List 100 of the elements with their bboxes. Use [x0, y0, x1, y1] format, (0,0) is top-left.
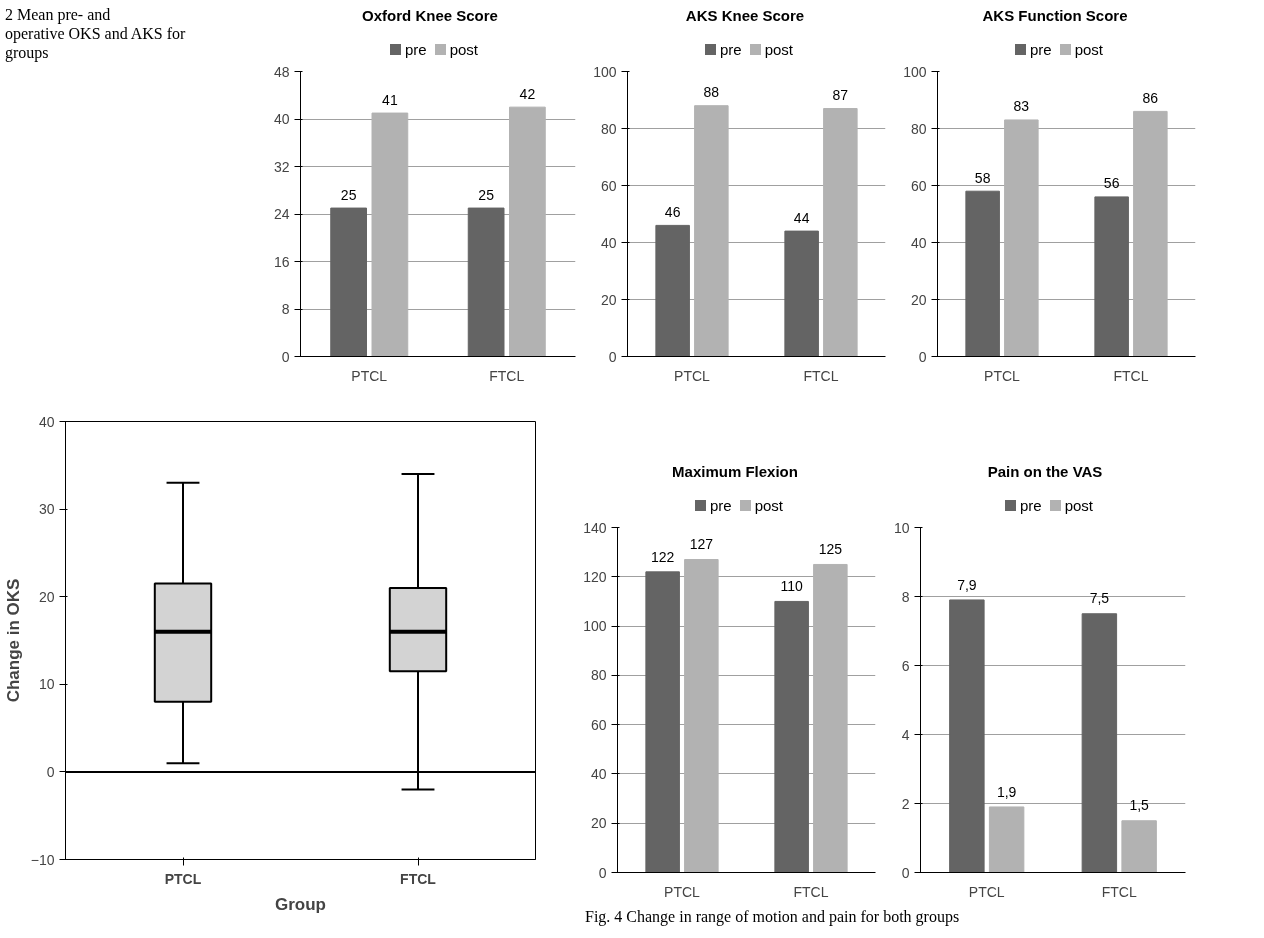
x-tick-label: PTCL	[984, 367, 1021, 384]
y-tick-label: 20	[38, 588, 55, 605]
y-tick-label: 0	[46, 763, 55, 780]
data-label: 42	[519, 85, 536, 102]
y-tick-label: 0	[281, 348, 290, 365]
chart-title: AKS Knee Score	[685, 6, 805, 26]
y-tick-label: 30	[38, 501, 55, 518]
bar	[813, 563, 848, 873]
y-tick-label: 120	[583, 568, 607, 585]
bar	[988, 806, 1025, 873]
bar	[823, 108, 858, 357]
data-label: 41	[382, 91, 398, 108]
bar	[1004, 119, 1039, 357]
bar	[684, 559, 719, 873]
y-tick-label: 80	[590, 667, 607, 684]
bar	[645, 571, 680, 873]
y-tick-label: 20	[910, 291, 927, 308]
data-label: 44	[793, 209, 810, 226]
data-label: 25	[478, 186, 495, 203]
data-label: 88	[703, 84, 720, 101]
bar	[784, 230, 819, 357]
y-tick-label: 4	[901, 726, 910, 743]
chart-title: Pain on the VAS	[987, 462, 1103, 482]
legend-label: pre	[404, 41, 427, 58]
bar	[1081, 613, 1118, 873]
y-tick-label: 0	[901, 864, 910, 881]
chart-title: Maximum Flexion	[672, 462, 798, 482]
x-tick-label: FTCL	[489, 367, 525, 384]
y-tick-label: 24	[273, 206, 290, 222]
y-tick-label: 6	[901, 657, 910, 674]
legend-label: pre	[719, 41, 742, 58]
y-tick-label: 140	[583, 519, 607, 536]
data-label: 56	[1103, 175, 1120, 192]
y-tick-label: 60	[600, 177, 617, 194]
data-label: 127	[689, 536, 714, 553]
caption: Fig. 4 Change in range of motion and pain for both groups	[585, 907, 960, 927]
x-tick-label: PTCL	[674, 367, 711, 384]
data-label: 125	[818, 541, 843, 558]
data-label: 7,5	[1089, 590, 1110, 607]
y-tick-label: 20	[600, 291, 617, 308]
y-tick-label: 100	[583, 618, 607, 635]
x-tick-label: PTCL	[164, 870, 202, 887]
legend-label: post	[449, 41, 479, 58]
data-label: 87	[832, 87, 849, 103]
data-label: 46	[664, 203, 681, 220]
y-tick-label: 32	[273, 158, 290, 175]
bar	[949, 599, 985, 873]
bar	[1133, 110, 1168, 357]
x-tick-label: PTCL	[664, 883, 701, 900]
legend-label: pre	[709, 497, 732, 514]
y-tick-label: 16	[273, 253, 290, 270]
y-tick-label: 2	[901, 795, 910, 812]
y-tick-label: 80	[600, 120, 617, 137]
x-axis-title: Group	[275, 894, 326, 914]
y-tick-label: 80	[910, 120, 927, 137]
y-tick-label: 60	[590, 716, 607, 733]
x-tick-label: PTCL	[351, 367, 388, 384]
legend-label: pre	[1029, 41, 1052, 58]
bar	[467, 207, 505, 357]
data-label: 25	[340, 186, 357, 203]
legend-label: post	[764, 41, 794, 58]
y-tick-label: 40	[38, 413, 55, 430]
y-tick-label: 100	[593, 63, 617, 80]
y-tick-label: −10	[30, 851, 55, 868]
data-label: 86	[1142, 89, 1159, 106]
data-label: 7,9	[957, 576, 977, 593]
bar	[694, 105, 729, 357]
y-tick-label: 8	[281, 301, 290, 317]
y-tick-label: 48	[273, 63, 290, 80]
bar	[330, 207, 367, 357]
x-tick-label: FTCL	[1113, 367, 1149, 384]
y-tick-label: 40	[910, 234, 927, 251]
y-tick-label: 40	[600, 234, 617, 251]
y-tick-label: 10	[38, 676, 55, 693]
y-tick-label: 8	[901, 588, 910, 605]
legend-label: post	[754, 497, 784, 514]
y-tick-label: 0	[918, 348, 927, 365]
y-tick-label: 100	[903, 63, 927, 80]
data-label: 83	[1013, 98, 1030, 115]
text: 2 Mean pre- and operative OKS and AKS for groups	[5, 5, 186, 63]
x-tick-label: FTCL	[793, 883, 829, 900]
legend-label: post	[1074, 41, 1104, 58]
y-tick-label: 10	[893, 519, 910, 536]
x-tick-label: PTCL	[968, 883, 1005, 900]
bar	[774, 600, 809, 873]
bar	[371, 112, 409, 357]
data-label: 58	[974, 169, 991, 186]
x-tick-label: FTCL	[803, 367, 839, 384]
y-tick-label: 0	[598, 864, 607, 881]
chart-title: AKS Function Score	[982, 6, 1128, 26]
data-label: 1,9	[996, 783, 1017, 800]
y-tick-label: 20	[590, 815, 607, 832]
x-tick-label: FTCL	[1101, 883, 1137, 900]
data-label: 122	[650, 548, 675, 565]
bar	[965, 190, 1000, 357]
legend-label: post	[1064, 497, 1094, 514]
bar	[1121, 820, 1157, 873]
y-tick-label: 40	[590, 765, 607, 782]
x-tick-label: FTCL	[400, 870, 437, 887]
y-axis-title: Change in OKS	[3, 578, 23, 703]
